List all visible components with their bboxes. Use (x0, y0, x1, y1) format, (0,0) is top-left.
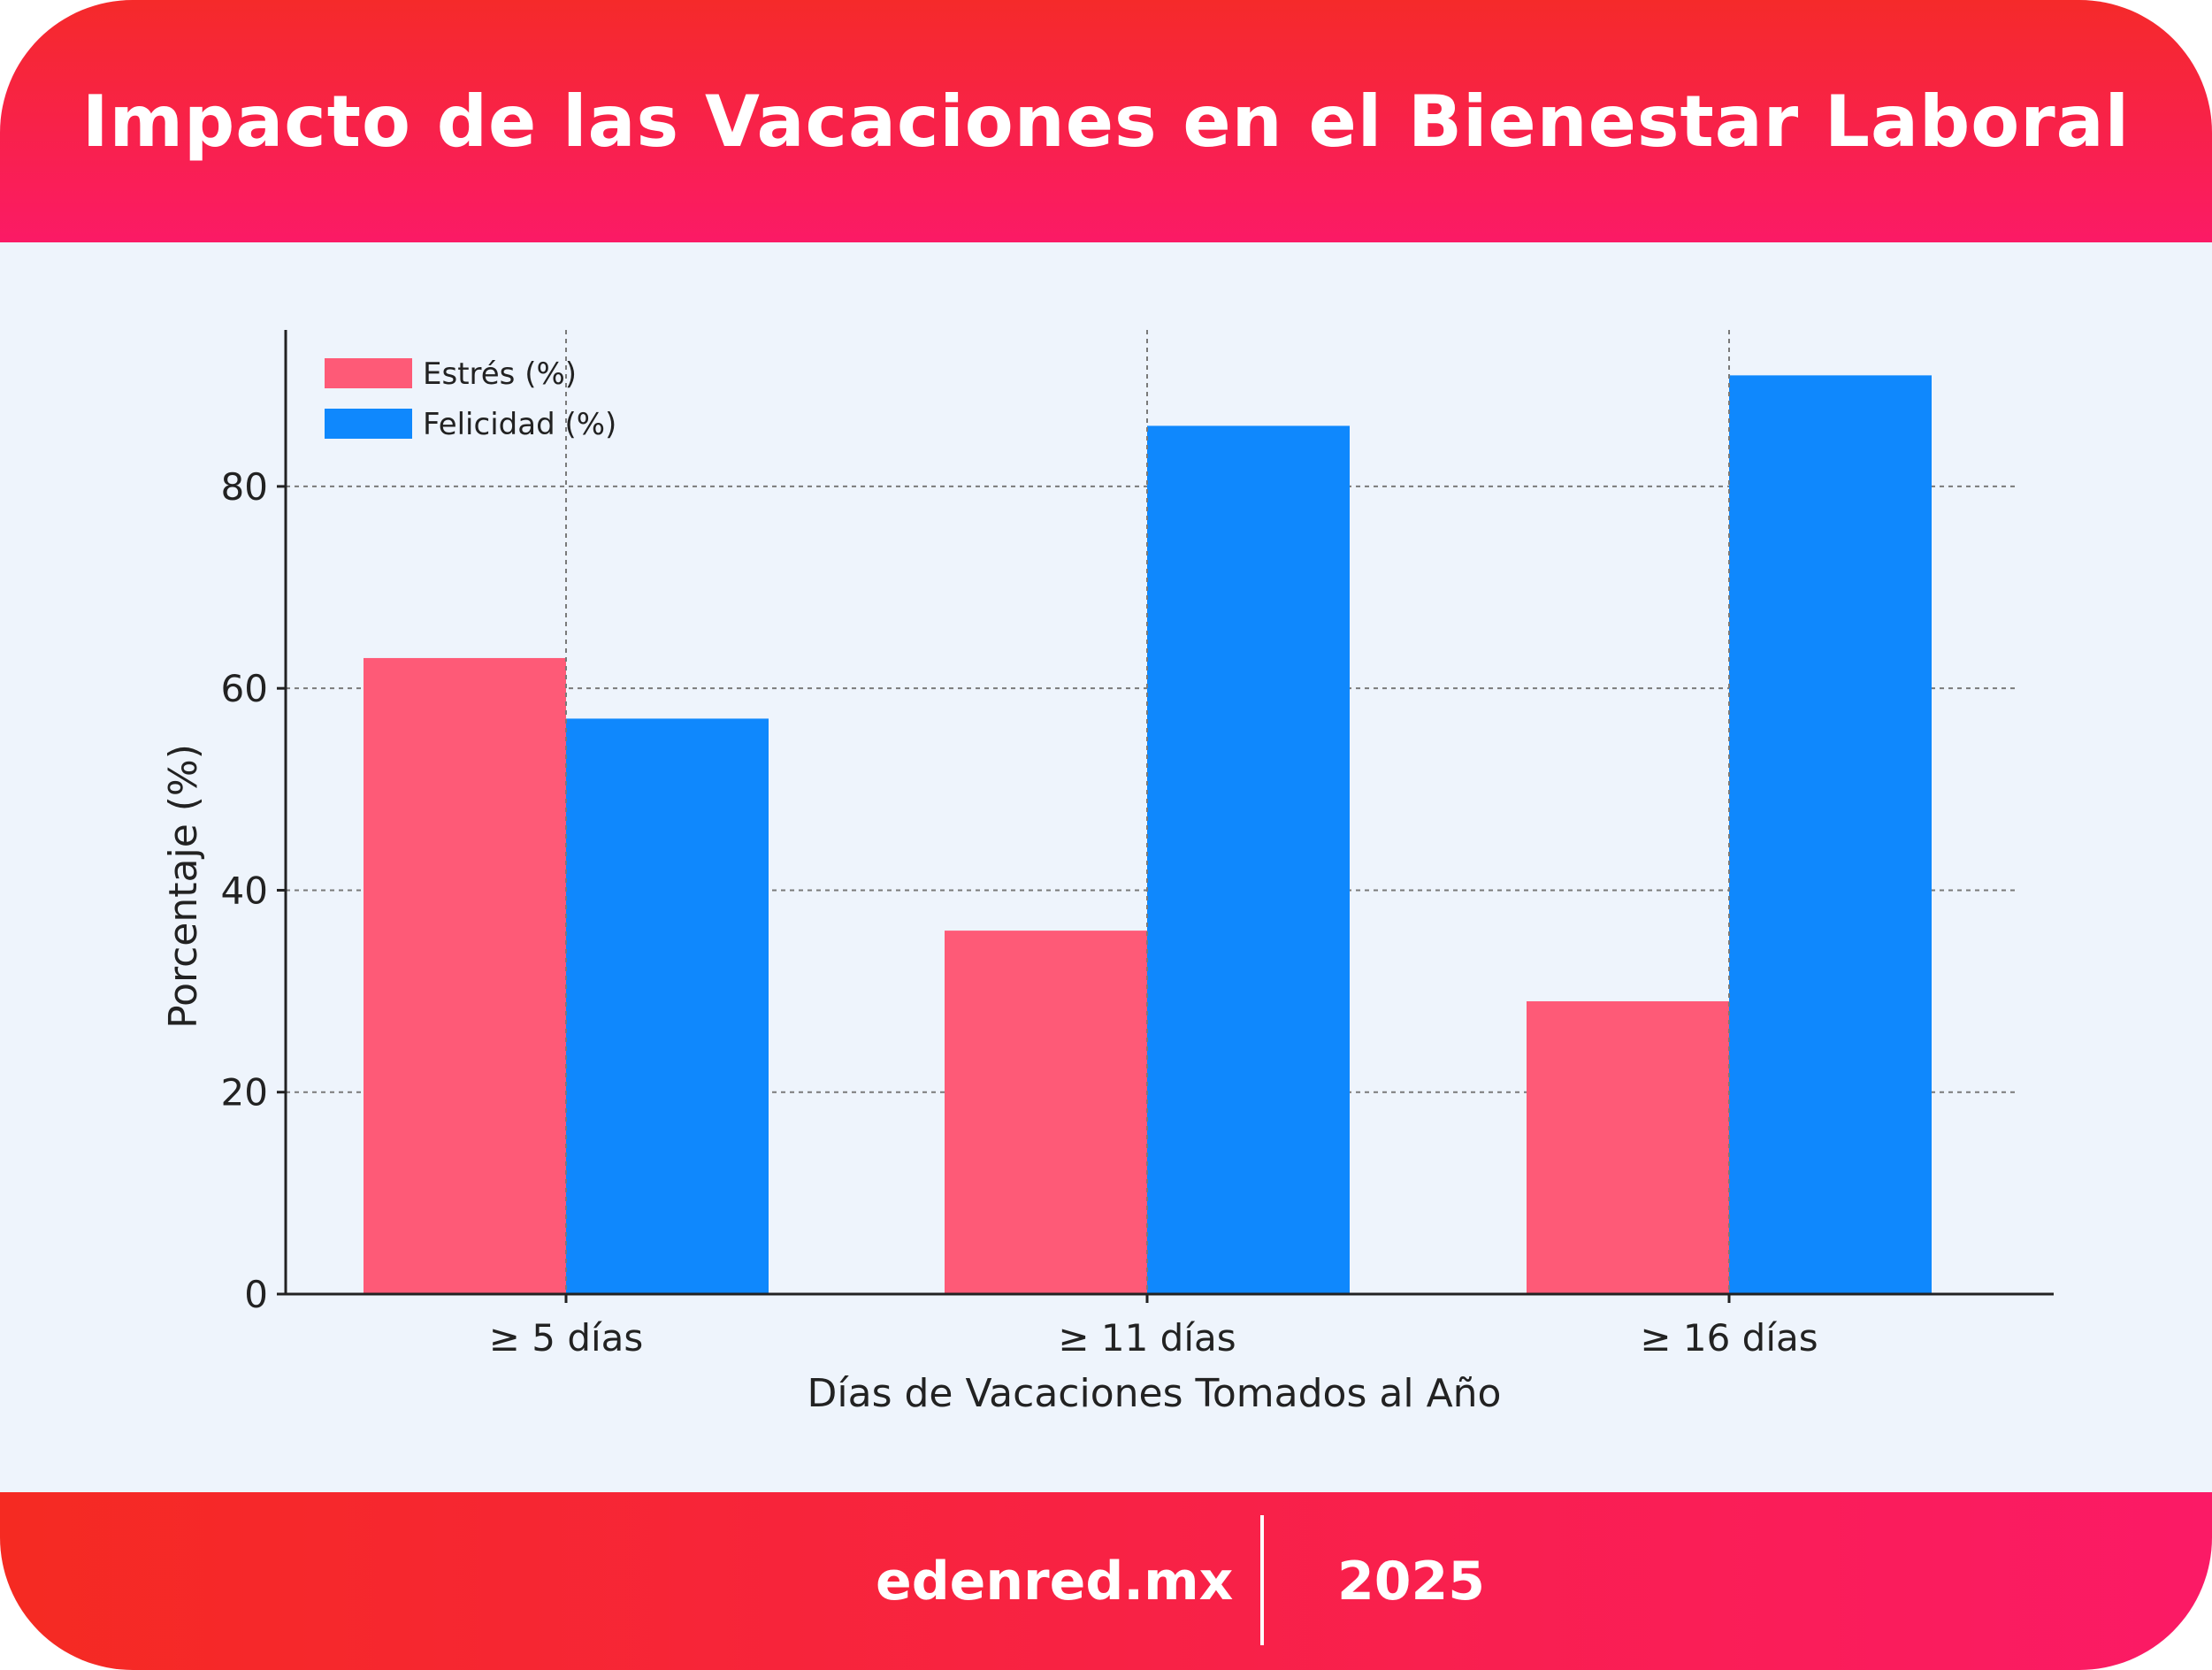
category-grid-lines (565, 330, 1730, 1294)
legend-swatch (325, 409, 412, 439)
legend: Estrés (%) Felicidad (%) (325, 356, 616, 442)
footer-banner (0, 1492, 2212, 1670)
page-title: Impacto de las Vacaciones en el Bienesta… (81, 80, 2131, 163)
legend-label: Estrés (%) (423, 356, 577, 392)
footer-year: 2025 (1337, 1550, 1485, 1613)
x-tick-labels: ≥ 5 días ≥ 11 días ≥ 16 días (489, 1294, 1818, 1360)
x-tick-label: ≥ 11 días (1058, 1316, 1236, 1360)
bar-happiness (1147, 425, 1350, 1294)
y-tick-label: 60 (221, 667, 268, 710)
y-axis-title: Porcentaje (%) (161, 744, 206, 1029)
x-axis-title: Días de Vacaciones Tomados al Año (807, 1371, 1502, 1416)
bar-happiness (566, 718, 769, 1294)
header-banner (0, 0, 2212, 242)
x-tick-label: ≥ 5 días (489, 1316, 644, 1360)
axes (284, 330, 2054, 1296)
bar-stress (945, 931, 1147, 1294)
x-tick-label: ≥ 16 días (1640, 1316, 1818, 1360)
y-tick-label: 20 (221, 1071, 268, 1115)
bar-chart: 0 20 40 60 80 ≥ 5 días ≥ 11 días ≥ 16 días Día… (161, 330, 2054, 1416)
bar-happiness (1729, 375, 1932, 1294)
footer-divider (1260, 1515, 1264, 1645)
y-tick-label: 80 (221, 465, 268, 509)
y-tick-label: 0 (244, 1273, 268, 1316)
legend-label: Felicidad (%) (423, 407, 616, 442)
y-tick-label: 40 (221, 869, 268, 912)
legend-swatch (325, 358, 412, 388)
bar-stress (1527, 1001, 1729, 1294)
footer-site: edenred.mx (876, 1550, 1234, 1613)
y-tick-labels: 0 20 40 60 80 (221, 465, 286, 1316)
bars (364, 375, 1932, 1294)
bar-stress (364, 657, 566, 1294)
